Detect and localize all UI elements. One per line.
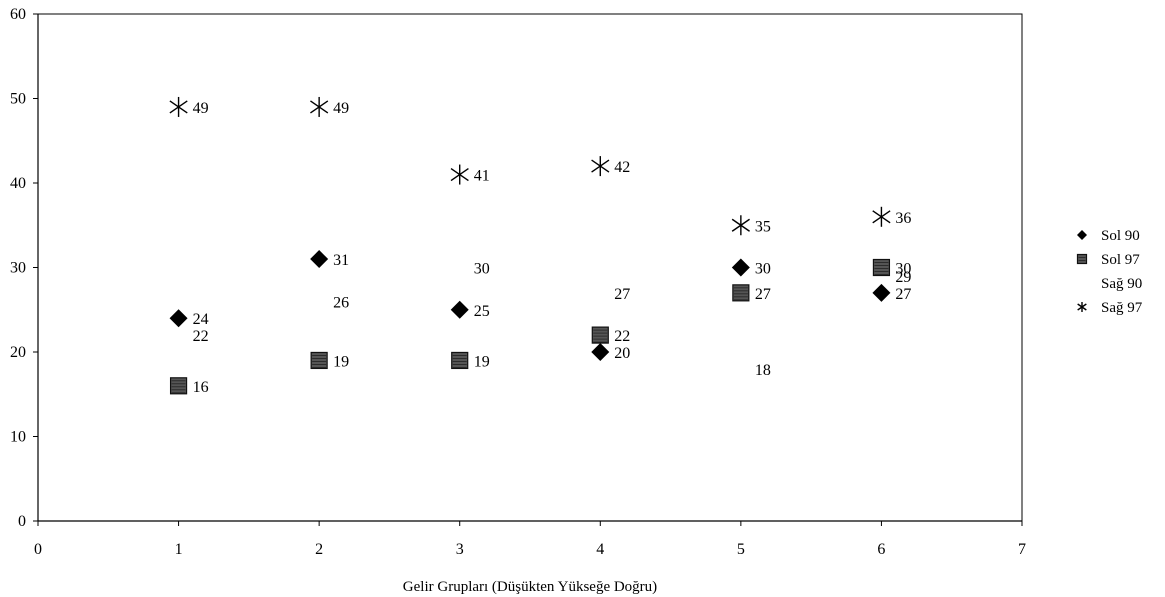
x-axis-ticks: 0 1 2 3 4 5 6 7 — [34, 521, 1026, 558]
data-label: 30 — [895, 261, 911, 278]
data-label: 19 — [333, 353, 349, 370]
asterisk-marker — [731, 215, 750, 236]
x-tick-label: 6 — [877, 541, 885, 558]
x-tick-label: 4 — [596, 541, 604, 558]
data-label: 16 — [193, 379, 209, 396]
data-label: 35 — [755, 218, 771, 235]
data-label: 20 — [614, 345, 630, 362]
legend-square-marker — [1076, 253, 1088, 265]
legend: Sol 90 Sol 97 Sağ 90 Sağ 97 — [1076, 228, 1143, 316]
data-label: 27 — [895, 286, 911, 303]
legend-diamond-marker — [1077, 230, 1087, 240]
diamond-marker — [872, 283, 891, 302]
diamond-marker — [169, 309, 188, 328]
data-label: 22 — [193, 328, 209, 345]
legend-asterisk-marker — [1077, 302, 1087, 312]
legend-label: Sol 90 — [1101, 228, 1140, 244]
data-label: 27 — [614, 286, 630, 303]
data-label: 25 — [474, 303, 490, 320]
legend-label: Sağ 97 — [1101, 300, 1143, 316]
y-tick-label: 0 — [18, 513, 26, 530]
square-marker — [310, 351, 328, 370]
square-marker — [169, 377, 188, 395]
y-tick-label: 50 — [10, 91, 26, 108]
square-marker — [872, 258, 891, 277]
data-label: 24 — [193, 311, 209, 328]
data-label: 41 — [474, 168, 490, 185]
x-tick-label: 2 — [315, 541, 323, 558]
legend-label: Sağ 90 — [1101, 276, 1142, 292]
square-marker — [732, 284, 750, 302]
y-tick-label: 20 — [10, 344, 26, 361]
square-marker — [591, 326, 609, 344]
data-label: 36 — [895, 210, 911, 227]
data-label: 26 — [333, 294, 349, 311]
asterisk-marker — [872, 206, 891, 227]
diamond-marker — [591, 343, 610, 361]
x-axis-title: Gelir Grupları (Düşükten Yükseğe Doğru) — [403, 579, 657, 595]
diamond-marker — [450, 300, 469, 319]
legend-label: Sol 97 — [1101, 252, 1140, 268]
x-tick-label: 1 — [175, 541, 183, 558]
y-tick-label: 10 — [10, 429, 26, 446]
x-tick-label: 7 — [1018, 541, 1026, 558]
y-tick-label: 60 — [10, 6, 26, 23]
diamond-marker — [310, 250, 329, 269]
x-tick-label: 0 — [34, 541, 42, 558]
data-label: 30 — [755, 261, 771, 278]
y-tick-label: 30 — [10, 260, 26, 277]
data-points — [169, 96, 891, 395]
data-label: 49 — [333, 100, 349, 117]
data-label: 22 — [614, 328, 630, 345]
data-label: 30 — [474, 261, 490, 278]
data-label: 27 — [755, 286, 771, 303]
data-label: 29 — [895, 269, 911, 286]
data-label: 31 — [333, 252, 349, 269]
data-label: 42 — [614, 159, 630, 176]
x-tick-label: 5 — [737, 541, 745, 558]
asterisk-marker — [450, 164, 469, 185]
data-label: 49 — [193, 100, 209, 117]
data-label: 19 — [474, 353, 490, 370]
x-tick-label: 3 — [456, 541, 464, 558]
diamond-marker — [731, 258, 750, 277]
y-axis-ticks: 0 10 20 30 40 50 60 — [10, 6, 38, 530]
asterisk-marker — [310, 96, 329, 117]
y-tick-label: 40 — [10, 175, 26, 192]
data-labels: 24 31 25 20 30 27 16 19 19 22 27 30 22 26 30 27 18 29 49 49… — [193, 100, 912, 396]
asterisk-marker — [591, 156, 610, 177]
asterisk-marker — [169, 96, 188, 117]
square-marker — [451, 351, 469, 370]
data-label: 18 — [755, 362, 771, 379]
